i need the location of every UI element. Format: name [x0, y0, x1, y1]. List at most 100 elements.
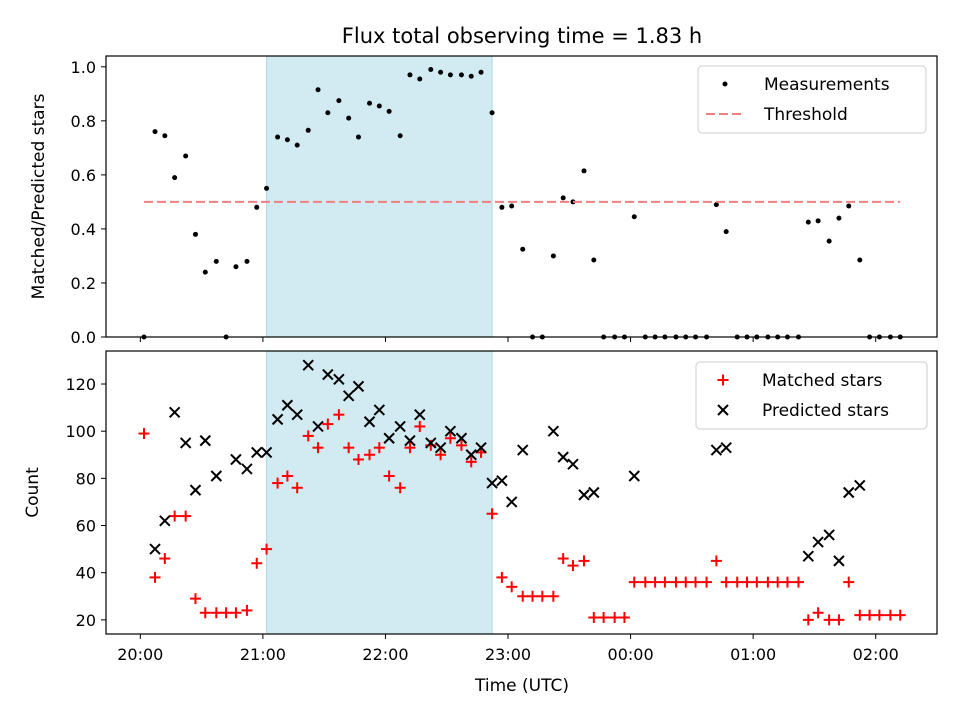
- data-point: [352, 453, 364, 465]
- data-point: [438, 69, 444, 75]
- x-tick-label: 00:00: [608, 645, 654, 664]
- data-point: [199, 434, 211, 447]
- data-point: [202, 269, 208, 275]
- data-point: [159, 515, 171, 527]
- legend-entry: Predicted stars: [717, 401, 889, 421]
- data-point: [383, 470, 395, 482]
- data-point: [578, 489, 590, 501]
- data-point: [149, 571, 161, 583]
- data-point: [628, 576, 640, 588]
- legend-label: Threshold: [763, 105, 848, 125]
- data-point: [333, 373, 345, 386]
- data-point: [275, 134, 281, 140]
- data-point: [291, 482, 303, 494]
- data-point: [854, 609, 866, 621]
- data-point: [751, 576, 763, 588]
- data-point: [352, 380, 365, 393]
- data-point: [578, 555, 590, 567]
- data-point: [254, 204, 260, 210]
- data-point: [823, 614, 835, 626]
- data-point: [302, 430, 314, 442]
- data-point: [397, 133, 403, 139]
- y-tick-label: 80: [76, 469, 96, 488]
- legend: Matched stars Predicted stars: [695, 361, 928, 430]
- data-point: [179, 437, 192, 449]
- data-point: [854, 479, 866, 492]
- data-point: [404, 442, 416, 454]
- y-tick-label: 20: [76, 611, 96, 630]
- data-point: [536, 590, 548, 602]
- data-point: [517, 590, 529, 602]
- data-point: [843, 486, 855, 499]
- data-point: [364, 449, 376, 461]
- data-point: [162, 133, 168, 139]
- highlight-span: [266, 350, 493, 635]
- data-point: [220, 607, 232, 619]
- data-point: [414, 408, 426, 421]
- data-point: [557, 451, 569, 463]
- data-point: [281, 399, 294, 411]
- data-point: [720, 441, 732, 454]
- data-point: [741, 576, 753, 588]
- data-point: [710, 444, 723, 456]
- data-point: [315, 87, 321, 93]
- data-point: [189, 593, 201, 605]
- panel-ratio: 0.0 0.2 0.4 0.6 0.8 1.0 Matched/Predicted star…: [29, 55, 938, 347]
- data-point: [846, 203, 852, 209]
- data-point: [192, 231, 198, 237]
- legend-entry: Threshold: [706, 105, 848, 125]
- legend-entry: Measurements: [722, 75, 890, 95]
- data-point: [159, 553, 171, 565]
- data-point: [527, 590, 539, 602]
- data-point: [407, 72, 413, 78]
- legend-marker: [717, 404, 729, 416]
- data-point: [305, 127, 311, 133]
- data-point: [731, 576, 743, 588]
- data-point: [720, 576, 732, 588]
- data-point: [486, 508, 498, 520]
- data-point: [710, 555, 722, 567]
- data-point: [701, 576, 713, 588]
- data-point: [425, 437, 437, 449]
- data-point: [343, 442, 355, 454]
- data-point: [271, 413, 284, 426]
- series-measurements: [141, 67, 903, 340]
- data-point: [864, 609, 876, 621]
- data-point: [475, 441, 487, 454]
- data-point: [631, 214, 637, 220]
- x-tick-label: 22:00: [362, 645, 408, 664]
- data-point: [199, 607, 211, 619]
- data-point: [172, 175, 178, 181]
- data-point: [281, 470, 293, 482]
- data-point: [417, 76, 423, 82]
- x-tick-label: 23:00: [485, 645, 531, 664]
- data-point: [843, 576, 855, 588]
- data-point: [639, 576, 651, 588]
- data-point: [333, 409, 345, 421]
- data-point: [383, 432, 395, 444]
- y-tick-label: 40: [76, 564, 96, 583]
- data-point: [560, 195, 566, 201]
- x-tick-label: 01:00: [730, 645, 776, 664]
- data-point: [373, 404, 386, 416]
- y-tick-label: 100: [65, 422, 96, 441]
- data-point: [812, 607, 824, 619]
- x-tick-label: 21:00: [240, 645, 286, 664]
- series-matched-stars: [138, 409, 906, 626]
- legend-box: [695, 361, 928, 430]
- y-tick-label: 120: [65, 375, 96, 394]
- data-point: [570, 199, 576, 205]
- data-point: [499, 204, 505, 210]
- data-point: [251, 557, 263, 569]
- data-point: [414, 420, 426, 432]
- data-point: [291, 408, 303, 421]
- data-point: [588, 486, 600, 499]
- data-point: [506, 581, 518, 593]
- data-point: [210, 470, 223, 482]
- data-point: [336, 98, 342, 104]
- data-point: [478, 69, 484, 75]
- data-point: [690, 576, 702, 588]
- data-point: [486, 477, 498, 489]
- data-point: [152, 129, 158, 135]
- data-point: [244, 258, 250, 264]
